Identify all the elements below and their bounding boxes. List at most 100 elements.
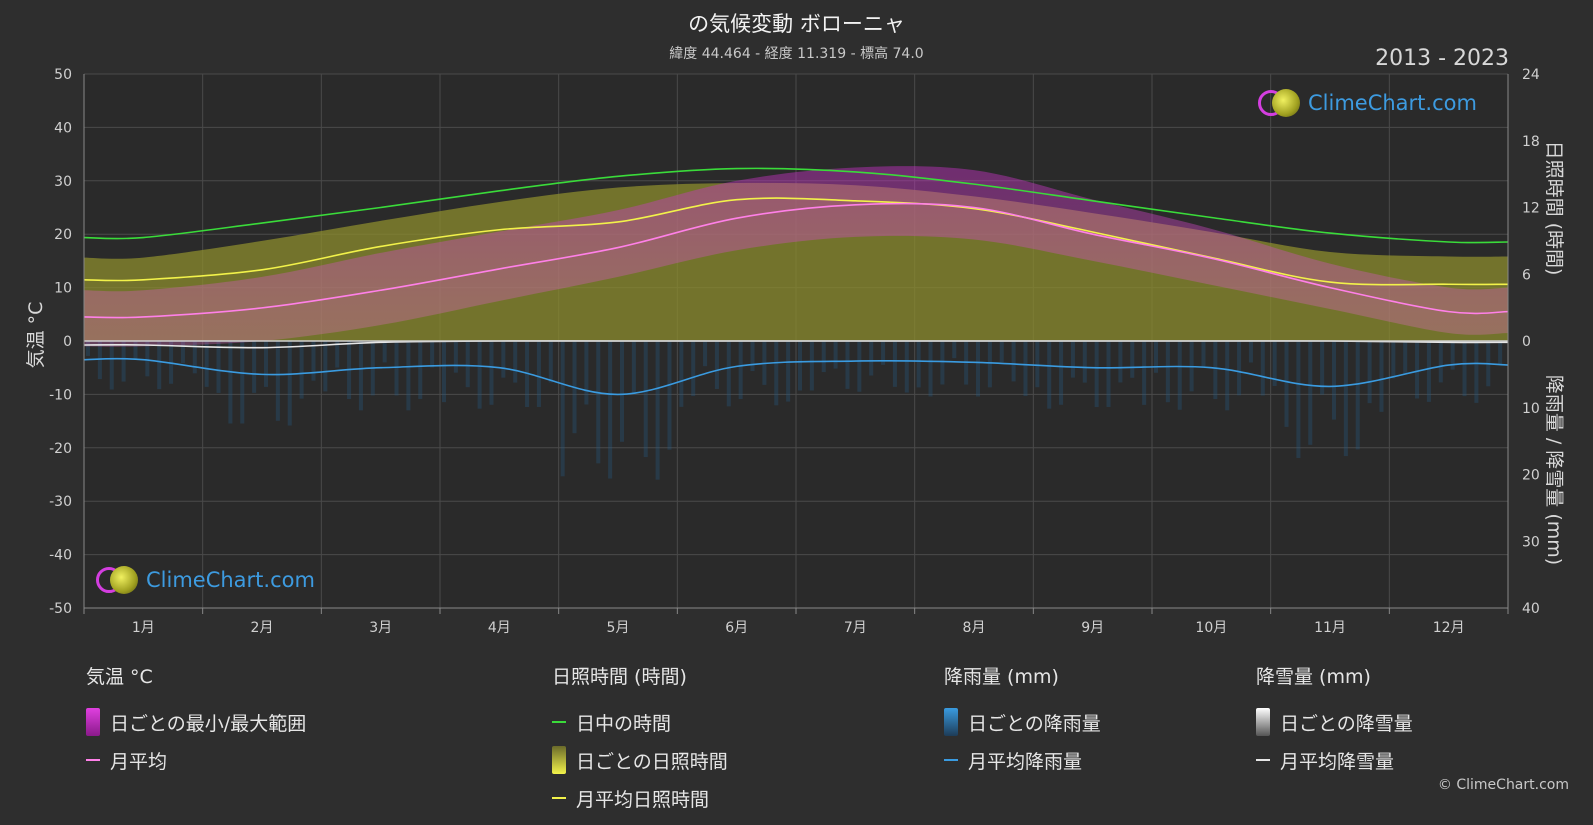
rain-bar (1154, 341, 1158, 373)
rain-bar (1023, 341, 1028, 397)
rain-bar (1165, 341, 1170, 403)
rain-bar (596, 341, 601, 464)
rain-bar (1403, 341, 1408, 375)
rain-bar (216, 341, 221, 393)
rain-bar (1082, 341, 1087, 383)
rain-bar (1438, 341, 1443, 383)
legend-rain: 降雨量 (mm) 日ごとの降雨量 月平均降雨量 (944, 662, 1101, 779)
legend-item-daylight: 日中の時間 (552, 703, 728, 741)
rain-avg-line (83, 357, 1509, 396)
rain-bar (1343, 341, 1348, 457)
temp-range-area (84, 166, 1508, 347)
rain-bar (477, 341, 482, 409)
rain-bar (584, 341, 589, 405)
rain-bar (643, 341, 648, 458)
rain-bar (97, 341, 102, 380)
rain-bar (1047, 341, 1052, 409)
y-tick-left: 50 (54, 67, 72, 83)
rain-bar (394, 341, 399, 396)
rain-bar (264, 341, 268, 387)
rain-bar (453, 341, 458, 373)
rain-daily-swatch (944, 708, 958, 736)
y-tick-right-sun: 12 (1522, 201, 1540, 217)
y-tick-left: 0 (63, 334, 72, 350)
rain-bar (109, 341, 114, 390)
rain-bar (1237, 341, 1242, 396)
rain-bar (703, 341, 708, 367)
x-tick-label: 3月 (369, 620, 392, 636)
rain-bar (714, 341, 719, 389)
rain-bar (240, 341, 245, 424)
rain-bar (881, 341, 886, 365)
rain-bar (311, 341, 316, 381)
rain-bar (1106, 341, 1111, 407)
rain-bar (430, 341, 435, 368)
legend-sunshine-avg-label: 月平均日照時間 (576, 788, 710, 811)
rain-bar (1118, 341, 1123, 383)
rain-bar (1426, 341, 1431, 402)
rain-bar (560, 341, 565, 477)
rain-bar (252, 341, 257, 393)
legend-snow: 降雪量 (mm) 日ごとの降雪量 月平均降雪量 (1256, 662, 1413, 779)
rain-bar (869, 341, 874, 376)
legend-sunshine: 日照時間 (時間) 日中の時間 日ごとの日照時間 月平均日照時間 (552, 662, 728, 817)
rain-bar (442, 341, 446, 403)
rain-bar (548, 341, 553, 383)
daylight-swatch (552, 721, 566, 723)
y-tick-left: -10 (49, 387, 72, 403)
sunshine-daily-swatch (552, 746, 566, 774)
rain-bar (1213, 341, 1218, 400)
rain-bar (1248, 341, 1253, 363)
x-tick-label: 10月 (1195, 620, 1227, 636)
rain-bar (1308, 341, 1313, 445)
y-tick-right-precip: 20 (1522, 468, 1540, 484)
rain-bar (821, 341, 826, 373)
rain-bar (1415, 341, 1420, 399)
rain-bar (940, 341, 945, 385)
rain-bar (180, 341, 185, 364)
x-tick-label: 2月 (251, 620, 274, 636)
rain-bar (1498, 341, 1503, 366)
rain-bar (620, 341, 624, 442)
rain-bar (406, 341, 411, 411)
legend-temperature-title: 気温 °C (86, 666, 153, 688)
rain-bar (1177, 341, 1182, 410)
y-tick-right-sun: 24 (1522, 67, 1540, 83)
rain-bar (1474, 341, 1479, 403)
legend-item-sunshine-daily: 日ごとの日照時間 (552, 741, 728, 779)
rain-bar (1367, 341, 1372, 404)
y-tick-left: 10 (54, 281, 72, 297)
rain-bar (157, 341, 162, 390)
x-tick-label: 5月 (607, 620, 630, 636)
rain-bar (204, 341, 209, 387)
rain-bar (999, 341, 1004, 363)
rain-bar (631, 341, 636, 395)
x-tick-label: 11月 (1314, 620, 1346, 636)
rain-bar (1379, 341, 1384, 412)
rain-bar (86, 341, 90, 356)
y-tick-left: 40 (54, 120, 72, 136)
legend-rain-title: 降雨量 (mm) (944, 666, 1059, 688)
rain-bar (1332, 341, 1336, 420)
rain-bar (1462, 341, 1467, 397)
rain-bar (679, 341, 684, 407)
legend-item-snow-daily: 日ごとの降雪量 (1256, 703, 1413, 741)
rain-bar (121, 341, 126, 382)
rain-bar (1201, 341, 1206, 368)
rain-bar (1272, 341, 1277, 386)
y-tick-right-sun: 6 (1522, 267, 1531, 283)
snow-avg-swatch (1256, 759, 1270, 761)
rain-bar (228, 341, 233, 424)
tick-labels: 50 40 30 20 10 0 -10 -20 -30 -40 -50 24 18 12 6 0 10 20 30… (49, 67, 1540, 636)
y-axis-label-right-top: 日照時間 (時間) (1543, 141, 1565, 276)
rain-bar (655, 341, 660, 480)
rain-bar (786, 341, 791, 402)
rain-bar (809, 341, 814, 391)
temp-range-area (84, 166, 1508, 347)
x-tick-label: 8月 (963, 620, 986, 636)
logo-sun-icon (110, 566, 138, 594)
x-tick-label: 1月 (132, 620, 155, 636)
y-tick-right-sun: 0 (1522, 334, 1531, 350)
legend-item-temp-range: 日ごとの最小/最大範囲 (86, 703, 306, 741)
legend-item-rain-avg: 月平均降雨量 (944, 741, 1101, 779)
